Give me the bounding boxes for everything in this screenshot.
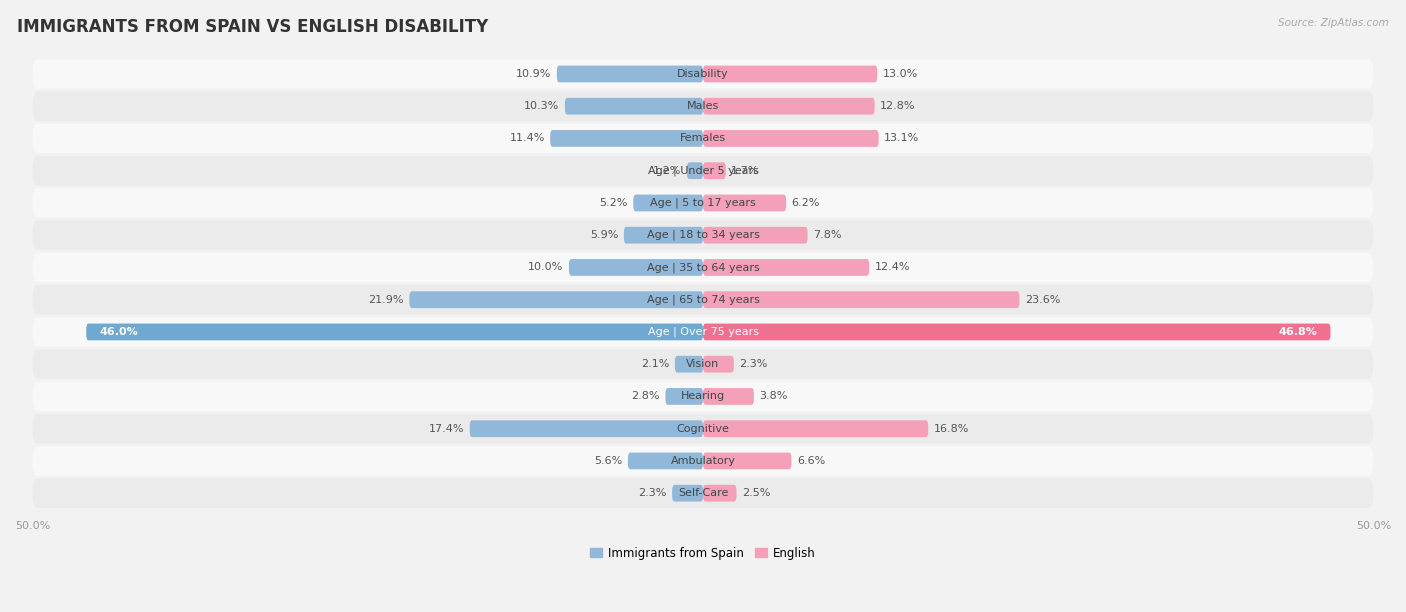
Text: Age | 35 to 64 years: Age | 35 to 64 years: [647, 262, 759, 273]
FancyBboxPatch shape: [703, 227, 807, 244]
Text: Age | Under 5 years: Age | Under 5 years: [648, 165, 758, 176]
FancyBboxPatch shape: [688, 162, 703, 179]
Text: Hearing: Hearing: [681, 392, 725, 401]
FancyBboxPatch shape: [32, 349, 1374, 379]
FancyBboxPatch shape: [32, 91, 1374, 121]
Text: 1.2%: 1.2%: [654, 166, 682, 176]
Text: 46.0%: 46.0%: [100, 327, 138, 337]
FancyBboxPatch shape: [628, 452, 703, 469]
Text: IMMIGRANTS FROM SPAIN VS ENGLISH DISABILITY: IMMIGRANTS FROM SPAIN VS ENGLISH DISABIL…: [17, 18, 488, 36]
Text: Ambulatory: Ambulatory: [671, 456, 735, 466]
FancyBboxPatch shape: [703, 195, 786, 211]
FancyBboxPatch shape: [703, 324, 1330, 340]
Text: Age | Over 75 years: Age | Over 75 years: [648, 327, 758, 337]
FancyBboxPatch shape: [32, 382, 1374, 411]
Text: 2.8%: 2.8%: [631, 392, 659, 401]
FancyBboxPatch shape: [703, 452, 792, 469]
FancyBboxPatch shape: [703, 65, 877, 83]
Text: Source: ZipAtlas.com: Source: ZipAtlas.com: [1278, 18, 1389, 28]
Text: 12.4%: 12.4%: [875, 263, 910, 272]
FancyBboxPatch shape: [703, 356, 734, 373]
FancyBboxPatch shape: [569, 259, 703, 276]
FancyBboxPatch shape: [86, 324, 703, 340]
Text: 21.9%: 21.9%: [368, 295, 404, 305]
FancyBboxPatch shape: [32, 479, 1374, 508]
FancyBboxPatch shape: [550, 130, 703, 147]
Legend: Immigrants from Spain, English: Immigrants from Spain, English: [585, 542, 821, 565]
FancyBboxPatch shape: [32, 446, 1374, 476]
Text: 2.3%: 2.3%: [740, 359, 768, 369]
Text: 2.1%: 2.1%: [641, 359, 669, 369]
FancyBboxPatch shape: [665, 388, 703, 405]
FancyBboxPatch shape: [703, 259, 869, 276]
Text: 6.2%: 6.2%: [792, 198, 820, 208]
Text: 13.1%: 13.1%: [884, 133, 920, 143]
Text: Self-Care: Self-Care: [678, 488, 728, 498]
Text: 10.9%: 10.9%: [516, 69, 551, 79]
FancyBboxPatch shape: [557, 65, 703, 83]
Text: Males: Males: [688, 101, 718, 111]
Text: 3.8%: 3.8%: [759, 392, 787, 401]
Text: Age | 5 to 17 years: Age | 5 to 17 years: [650, 198, 756, 208]
Text: 7.8%: 7.8%: [813, 230, 841, 240]
Text: Vision: Vision: [686, 359, 720, 369]
FancyBboxPatch shape: [703, 162, 725, 179]
FancyBboxPatch shape: [703, 291, 1019, 308]
FancyBboxPatch shape: [675, 356, 703, 373]
FancyBboxPatch shape: [633, 195, 703, 211]
Text: 2.3%: 2.3%: [638, 488, 666, 498]
Text: 2.5%: 2.5%: [742, 488, 770, 498]
Text: Age | 65 to 74 years: Age | 65 to 74 years: [647, 294, 759, 305]
FancyBboxPatch shape: [672, 485, 703, 502]
Text: 23.6%: 23.6%: [1025, 295, 1060, 305]
Text: 16.8%: 16.8%: [934, 424, 969, 434]
Text: Females: Females: [681, 133, 725, 143]
Text: 12.8%: 12.8%: [880, 101, 915, 111]
FancyBboxPatch shape: [703, 420, 928, 437]
FancyBboxPatch shape: [32, 253, 1374, 282]
FancyBboxPatch shape: [32, 59, 1374, 89]
Text: 46.8%: 46.8%: [1278, 327, 1317, 337]
FancyBboxPatch shape: [703, 388, 754, 405]
FancyBboxPatch shape: [32, 220, 1374, 250]
Text: Cognitive: Cognitive: [676, 424, 730, 434]
FancyBboxPatch shape: [624, 227, 703, 244]
Text: 1.7%: 1.7%: [731, 166, 759, 176]
FancyBboxPatch shape: [565, 98, 703, 114]
Text: Disability: Disability: [678, 69, 728, 79]
Text: 13.0%: 13.0%: [883, 69, 918, 79]
FancyBboxPatch shape: [32, 188, 1374, 218]
FancyBboxPatch shape: [703, 485, 737, 502]
Text: 10.3%: 10.3%: [524, 101, 560, 111]
FancyBboxPatch shape: [409, 291, 703, 308]
Text: 5.9%: 5.9%: [591, 230, 619, 240]
FancyBboxPatch shape: [32, 317, 1374, 347]
FancyBboxPatch shape: [703, 130, 879, 147]
FancyBboxPatch shape: [32, 414, 1374, 444]
Text: 6.6%: 6.6%: [797, 456, 825, 466]
Text: 10.0%: 10.0%: [529, 263, 564, 272]
Text: 5.6%: 5.6%: [595, 456, 623, 466]
Text: 5.2%: 5.2%: [599, 198, 628, 208]
FancyBboxPatch shape: [470, 420, 703, 437]
FancyBboxPatch shape: [32, 285, 1374, 315]
Text: Age | 18 to 34 years: Age | 18 to 34 years: [647, 230, 759, 241]
FancyBboxPatch shape: [32, 124, 1374, 153]
FancyBboxPatch shape: [32, 156, 1374, 185]
Text: 11.4%: 11.4%: [509, 133, 544, 143]
FancyBboxPatch shape: [703, 98, 875, 114]
Text: 17.4%: 17.4%: [429, 424, 464, 434]
